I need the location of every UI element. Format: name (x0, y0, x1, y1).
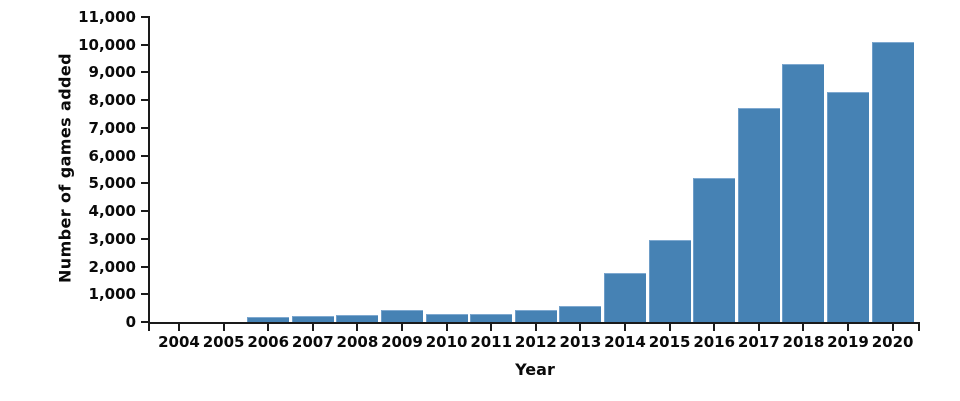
x-tick-label: 2009 (381, 333, 423, 351)
x-tick-mark (847, 324, 849, 331)
y-tick-label: 5,000 (88, 174, 136, 193)
y-tick-mark (141, 293, 150, 296)
bar-2006 (247, 317, 289, 322)
bar-2020 (872, 42, 914, 322)
x-tick-label: 2011 (470, 333, 513, 351)
y-tick-mark (141, 43, 150, 46)
bar-2015 (649, 240, 691, 322)
bar-2007 (292, 316, 334, 322)
x-tick-label: 2012 (514, 333, 557, 351)
y-tick-label: 2,000 (88, 257, 136, 276)
bar-2010 (426, 314, 468, 322)
x-tick-mark (802, 324, 805, 331)
y-tick-label: 3,000 (88, 229, 136, 248)
x-tick-mark (757, 324, 760, 331)
bar-2018 (782, 64, 824, 322)
bar-2019 (827, 92, 869, 322)
x-tick-label: 2018 (782, 333, 825, 351)
bar-2013 (559, 306, 601, 322)
bar-2016 (693, 178, 735, 322)
x-tick-mark (713, 324, 716, 331)
y-tick-label: 1,000 (88, 285, 136, 304)
x-axis-title: Year (515, 360, 555, 379)
y-tick-mark (141, 71, 150, 74)
y-tick-label: 0 (125, 313, 136, 331)
x-tick-label: 2019 (827, 333, 869, 351)
y-tick-mark (141, 182, 150, 185)
bar-2008 (336, 315, 378, 322)
x-tick-label: 2010 (425, 333, 468, 351)
x-tick-label: 2005 (202, 333, 245, 351)
x-tick-mark (401, 324, 403, 331)
y-axis-line (148, 17, 150, 331)
bar-2014 (604, 273, 646, 322)
x-tick-label: 2013 (559, 333, 602, 351)
x-tick-label: 2004 (158, 333, 200, 351)
bar-2017 (738, 108, 780, 322)
y-tick-mark (141, 237, 150, 240)
x-tick-mark (579, 324, 582, 331)
x-tick-label: 2006 (247, 333, 290, 351)
x-tick-mark (356, 324, 359, 331)
x-tick-label: 2007 (291, 333, 334, 351)
x-tick-mark (178, 324, 180, 331)
bar-2009 (381, 310, 423, 322)
x-tick-mark (624, 324, 626, 331)
y-tick-mark (141, 154, 150, 157)
y-tick-mark (141, 321, 150, 323)
y-tick-mark (141, 16, 150, 18)
x-tick-label: 2016 (693, 333, 736, 351)
bar-2012 (515, 310, 557, 322)
x-axis-endcap-tick (918, 324, 920, 331)
x-tick-mark (891, 324, 894, 331)
y-tick-mark (141, 99, 150, 102)
bar-2011 (470, 314, 512, 322)
y-tick-label: 6,000 (88, 146, 136, 165)
x-axis-line (148, 322, 920, 324)
y-tick-mark (141, 126, 150, 129)
y-tick-label: 4,000 (88, 202, 136, 221)
y-tick-label: 10,000 (78, 35, 136, 54)
x-tick-mark (445, 324, 448, 331)
x-tick-label: 2017 (737, 333, 780, 351)
x-tick-mark (490, 324, 493, 331)
x-tick-mark (222, 324, 225, 331)
x-tick-mark (311, 324, 314, 331)
x-tick-label: 2008 (336, 333, 379, 351)
y-tick-label: 11,000 (78, 8, 136, 26)
x-tick-mark (668, 324, 671, 331)
x-tick-label: 2014 (604, 333, 646, 351)
y-tick-label: 9,000 (88, 63, 136, 82)
y-axis-title: Number of games added (55, 52, 75, 284)
x-tick-mark (267, 324, 270, 331)
y-tick-label: 7,000 (88, 118, 136, 137)
y-tick-mark (141, 265, 150, 268)
y-tick-mark (141, 210, 150, 213)
x-tick-label: 2020 (871, 333, 914, 351)
x-tick-mark (534, 324, 537, 331)
x-tick-label: 2015 (648, 333, 691, 351)
y-tick-label: 8,000 (88, 91, 136, 110)
